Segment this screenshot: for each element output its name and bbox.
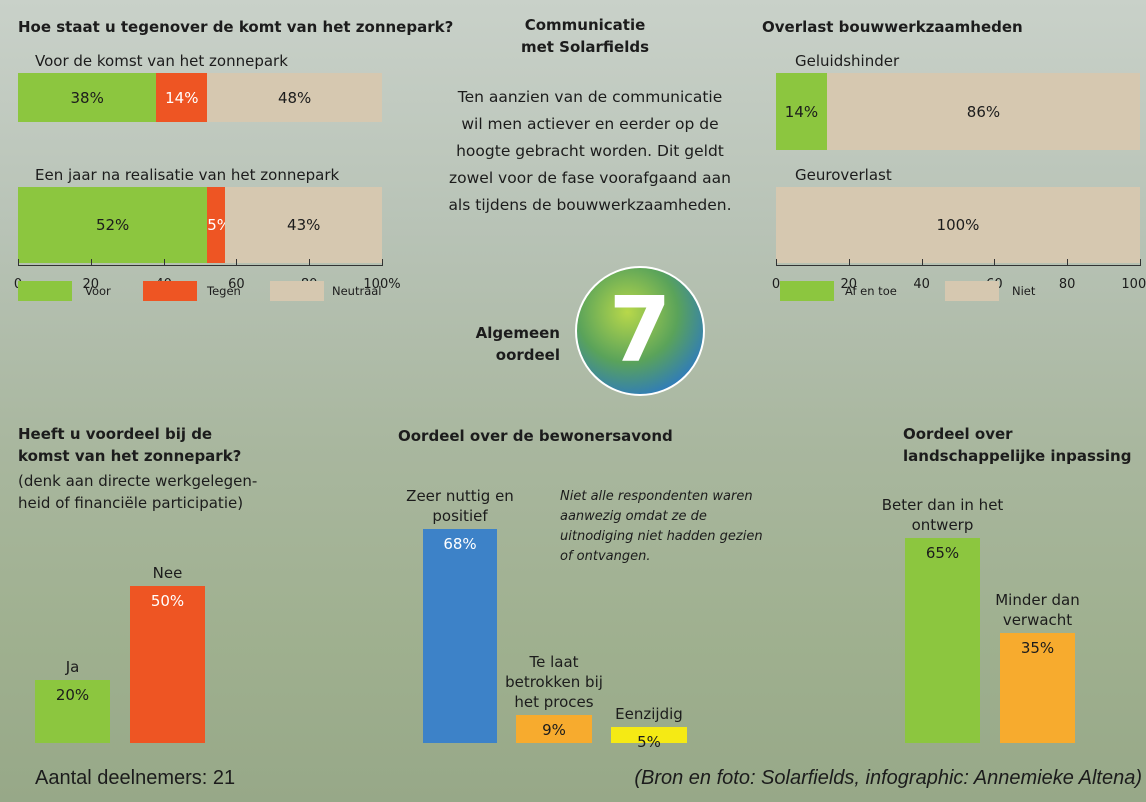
communication-title: Communicatie met Solarfields bbox=[510, 14, 660, 58]
legend-label: Neutraal bbox=[332, 284, 382, 298]
category-label: Geuroverlast bbox=[795, 165, 892, 185]
value-label: 100% bbox=[776, 215, 1140, 235]
tick-mark bbox=[382, 259, 383, 266]
category-label: Ja bbox=[10, 657, 135, 677]
tick-mark bbox=[994, 259, 995, 266]
category-label: Minder dan verwacht bbox=[975, 590, 1100, 630]
overall-label: Algemeen oordeel bbox=[470, 322, 560, 366]
legend-swatch bbox=[143, 281, 197, 301]
chart-title: Oordeel over landschappelijke inpassing bbox=[903, 423, 1143, 467]
value-label: 52% bbox=[18, 215, 207, 235]
value-label: 5% bbox=[207, 215, 225, 235]
tick-mark bbox=[849, 259, 850, 266]
value-label: 20% bbox=[35, 686, 110, 704]
legend-label: Niet bbox=[1012, 284, 1035, 298]
category-label: Geluidshinder bbox=[795, 51, 899, 71]
score: 7 bbox=[575, 266, 705, 396]
legend-swatch bbox=[270, 281, 324, 301]
tick-mark bbox=[91, 259, 92, 266]
x-axis bbox=[776, 265, 1140, 266]
tick-mark bbox=[922, 259, 923, 266]
chart-title: Oordeel over de bewonersavond bbox=[398, 425, 718, 447]
value-label: 14% bbox=[776, 102, 827, 122]
tick-mark bbox=[1140, 259, 1141, 266]
tick-mark bbox=[776, 259, 777, 266]
chart-title: Overlast bouwwerkzaamheden bbox=[762, 16, 1142, 38]
category-label: Te laat betrokken bij het proces bbox=[491, 652, 617, 712]
category-label: Eenzijdig bbox=[586, 704, 712, 724]
legend-swatch bbox=[945, 281, 999, 301]
value-label: 43% bbox=[225, 215, 382, 235]
x-tick-label: 40 bbox=[913, 277, 930, 292]
x-tick-label: 0 bbox=[772, 277, 780, 292]
tick-mark bbox=[1067, 259, 1068, 266]
value-label: 5% bbox=[611, 733, 687, 751]
legend-swatch bbox=[780, 281, 834, 301]
legend-label: Tegen bbox=[207, 284, 241, 298]
x-tick-label: 100% bbox=[1121, 277, 1146, 292]
tick-mark bbox=[309, 259, 310, 266]
category-label: Zeer nuttig en positief bbox=[398, 486, 522, 526]
chart-subtitle: (denk aan directe werkgelegen-heid of fi… bbox=[18, 470, 288, 514]
legend-label: Voor bbox=[85, 284, 111, 298]
legend-label: Af en toe bbox=[845, 284, 897, 298]
value-label: 35% bbox=[1000, 639, 1075, 657]
tick-mark bbox=[164, 259, 165, 266]
annotation: Niet alle respondenten waren aanwezig om… bbox=[560, 487, 770, 567]
x-tick-label: 80 bbox=[1059, 277, 1076, 292]
participants: Aantal deelnemers: 21 bbox=[35, 767, 235, 790]
communication-text: Ten aanzien van de communicatie wil men … bbox=[445, 84, 735, 219]
chart-title: Hoe staat u tegenover de komt van het zo… bbox=[18, 16, 478, 38]
legend-swatch bbox=[18, 281, 72, 301]
infographic: Communicatie met Solarfields Ten aanzien… bbox=[0, 0, 1146, 802]
tick-mark bbox=[18, 259, 19, 266]
value-label: 38% bbox=[18, 88, 156, 108]
bar bbox=[423, 529, 497, 743]
category-label: Een jaar na realisatie van het zonnepark bbox=[35, 165, 339, 185]
chart-title: Heeft u voordeel bij de komst van het zo… bbox=[18, 423, 258, 467]
value-label: 50% bbox=[130, 592, 205, 610]
category-label: Nee bbox=[105, 563, 230, 583]
bar bbox=[905, 538, 980, 743]
source: (Bron en foto: Solarfields, infographic:… bbox=[634, 767, 1142, 790]
value-label: 65% bbox=[905, 544, 980, 562]
value-label: 68% bbox=[423, 535, 497, 553]
x-axis bbox=[18, 265, 382, 266]
value-label: 14% bbox=[156, 88, 207, 108]
value-label: 48% bbox=[207, 88, 382, 108]
category-label: Voor de komst van het zonnepark bbox=[35, 51, 288, 71]
category-label: Beter dan in het ontwerp bbox=[880, 495, 1005, 535]
value-label: 9% bbox=[516, 721, 592, 739]
value-label: 86% bbox=[827, 102, 1140, 122]
tick-mark bbox=[236, 259, 237, 266]
